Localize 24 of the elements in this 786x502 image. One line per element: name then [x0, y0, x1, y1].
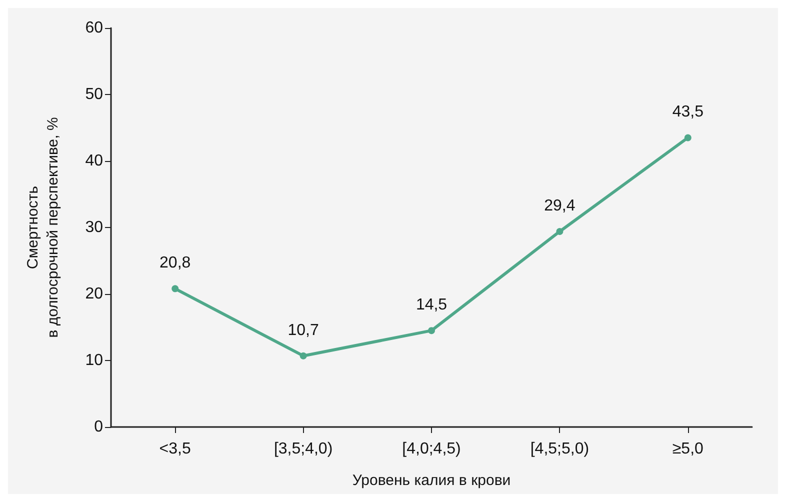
point [300, 352, 307, 360]
x-tick-label: <3,5 [159, 440, 191, 458]
y-tick-label: 40 [85, 152, 104, 170]
x-tick-label: [4,5;5,0) [530, 440, 590, 458]
x-tick-label: [4,0;4,5) [402, 440, 461, 458]
point [684, 134, 692, 142]
x-axis-title: Уровень калия в крови [352, 472, 511, 489]
y-tick-label: 30 [85, 219, 104, 236]
y-tick-label: 0 [94, 418, 104, 436]
y-tick-label: 10 [85, 352, 104, 369]
x-tick-label: [3,5;4,0) [274, 440, 333, 458]
data-label: 43,5 [672, 104, 704, 121]
data-label: 20,8 [160, 254, 191, 272]
point [556, 228, 564, 235]
point [172, 285, 179, 292]
y-tick-label: 20 [85, 286, 104, 302]
data-label: 14,5 [416, 296, 448, 314]
y-tick-label: 50 [85, 86, 104, 103]
y-axis-title: Смертность в долгосрочной перспективе, % [24, 117, 62, 338]
data-label: 29,4 [544, 197, 576, 214]
data-label: 10,7 [288, 322, 319, 339]
point [428, 327, 435, 334]
y-tick-label: 60 [85, 20, 104, 36]
x-tick-label: ≥5,0 [672, 440, 704, 458]
